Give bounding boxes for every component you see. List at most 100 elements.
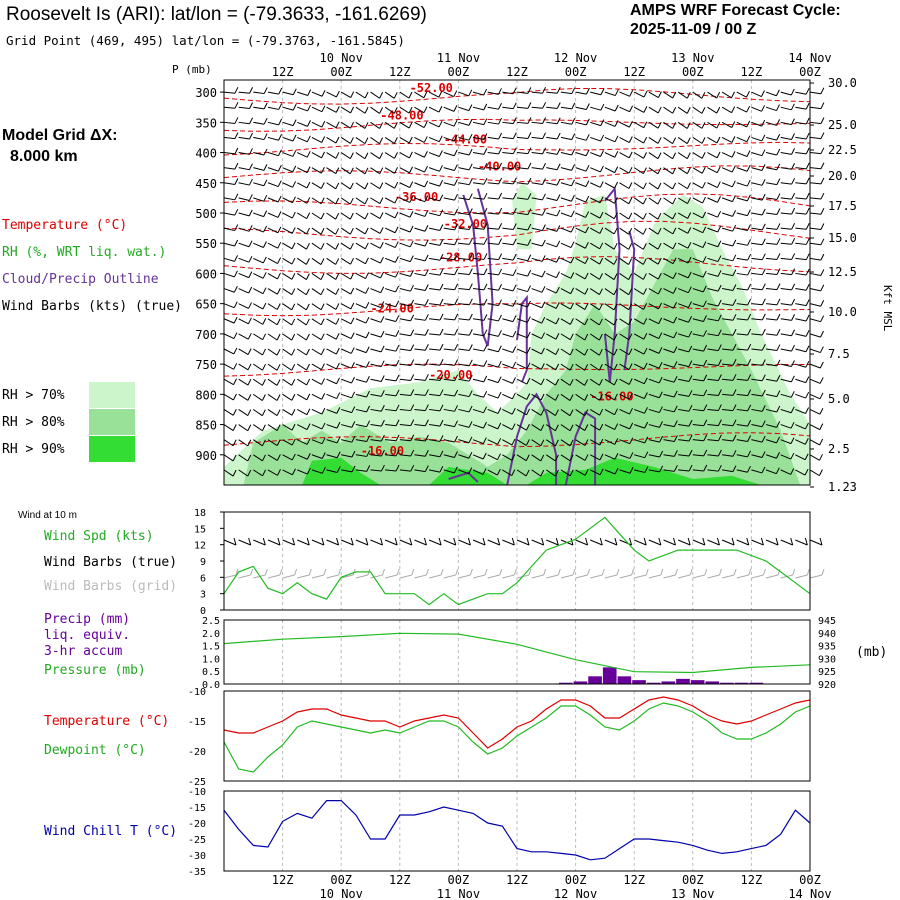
temp-tick-label: -25 (188, 777, 206, 788)
wind-barb (673, 361, 678, 368)
grid-wind-barb (399, 574, 412, 579)
wind-barb (439, 283, 444, 291)
true-wind-barb (306, 537, 310, 546)
wind-barb (263, 133, 268, 140)
wind-barb (340, 242, 351, 250)
wind-barb (663, 363, 675, 368)
wind-barb (253, 348, 263, 356)
wind-barb (438, 150, 443, 157)
wind-barb (560, 333, 571, 341)
wind-barb (648, 167, 659, 175)
wind-barb (232, 393, 237, 401)
wind-barb (736, 424, 748, 427)
wind-barb (223, 106, 235, 109)
wind-barb (267, 272, 278, 280)
wind-barb (321, 105, 326, 112)
wind-barb (472, 393, 484, 398)
wind-barb (780, 408, 792, 414)
wind-barb (692, 152, 703, 159)
wind-barb (364, 167, 369, 175)
wind-barb (409, 196, 414, 203)
date-label-bottom: 10 Nov (320, 887, 363, 900)
wind-barb (722, 303, 734, 306)
wind-barb (751, 182, 763, 186)
wind-barb (560, 106, 572, 110)
wind-barb (546, 393, 556, 401)
wind-barb (253, 212, 264, 218)
wind-barb (438, 105, 443, 113)
pressure-unit-label: (mb) (856, 645, 887, 660)
wind-barb (732, 210, 737, 217)
precip-bar (749, 682, 764, 684)
wind-barb (751, 378, 763, 382)
wind-barb (619, 378, 630, 385)
wind-barb (311, 363, 322, 370)
wind-barb (351, 376, 355, 384)
wind-barb (560, 257, 572, 264)
wind-barb (701, 92, 706, 99)
wind-barb (732, 450, 737, 457)
wind-barb (349, 197, 354, 205)
wind-barb (305, 288, 310, 295)
wind-barb (306, 423, 311, 430)
wind-barb (527, 223, 532, 231)
wind-barb (628, 182, 633, 189)
wind-barb (385, 378, 397, 382)
wind-barb (487, 333, 499, 337)
date-label-top: 12 Nov (554, 51, 597, 65)
wind-barb (599, 408, 604, 416)
wind-barb (648, 469, 660, 473)
wind-barb (454, 238, 459, 246)
wind-barb (409, 181, 414, 188)
wind-barb (540, 424, 545, 431)
wind-barb (776, 344, 781, 351)
wind-barb (589, 348, 600, 356)
wind-barb (439, 374, 444, 381)
cloud-outline (462, 188, 494, 347)
wind-barb (414, 378, 426, 381)
wind-barb (614, 452, 619, 460)
wind-barb (644, 421, 649, 429)
wind-barb (384, 167, 395, 174)
wind-barb (453, 105, 458, 112)
wind-barb (795, 136, 807, 140)
wind-barb (443, 106, 455, 112)
wind-barb (556, 209, 561, 217)
wind-barb (791, 192, 796, 200)
wind-barb (805, 238, 810, 245)
wind-barb (498, 162, 503, 170)
wind-barb (487, 106, 499, 110)
wind-barb (468, 467, 473, 474)
true-wind-barb (384, 539, 398, 546)
wind-barb (516, 227, 528, 231)
wind-barb (472, 182, 485, 185)
wind-barb (326, 242, 336, 250)
wind-barb (320, 258, 325, 265)
isotherm-line (223, 256, 811, 274)
cloud-outline (564, 411, 597, 486)
wind-barb (747, 450, 752, 458)
wind-barb (628, 348, 633, 355)
wind-barb (527, 193, 532, 200)
model-grid-label: Model Grid ΔX: (2, 127, 118, 144)
date-label-top: 10 Nov (320, 51, 363, 65)
wind-barb (619, 363, 630, 370)
wind-barb (429, 454, 441, 458)
true-wind-barb (394, 537, 398, 546)
wind-barb (820, 284, 825, 292)
wind-barb (468, 178, 473, 185)
wind-barb (820, 208, 825, 215)
wind-barb (487, 318, 499, 322)
wind-barb (385, 439, 397, 442)
wind-barb (820, 132, 825, 139)
wind-barb (472, 272, 485, 276)
wind-barb (809, 333, 821, 338)
temp-tick-label: -10 (188, 687, 206, 698)
wind-barb (424, 239, 429, 247)
wind-barb (736, 393, 748, 397)
wind-barb (721, 152, 733, 158)
wind-barb (795, 121, 807, 125)
wind-barb (776, 421, 781, 428)
wind-barb (306, 150, 311, 158)
